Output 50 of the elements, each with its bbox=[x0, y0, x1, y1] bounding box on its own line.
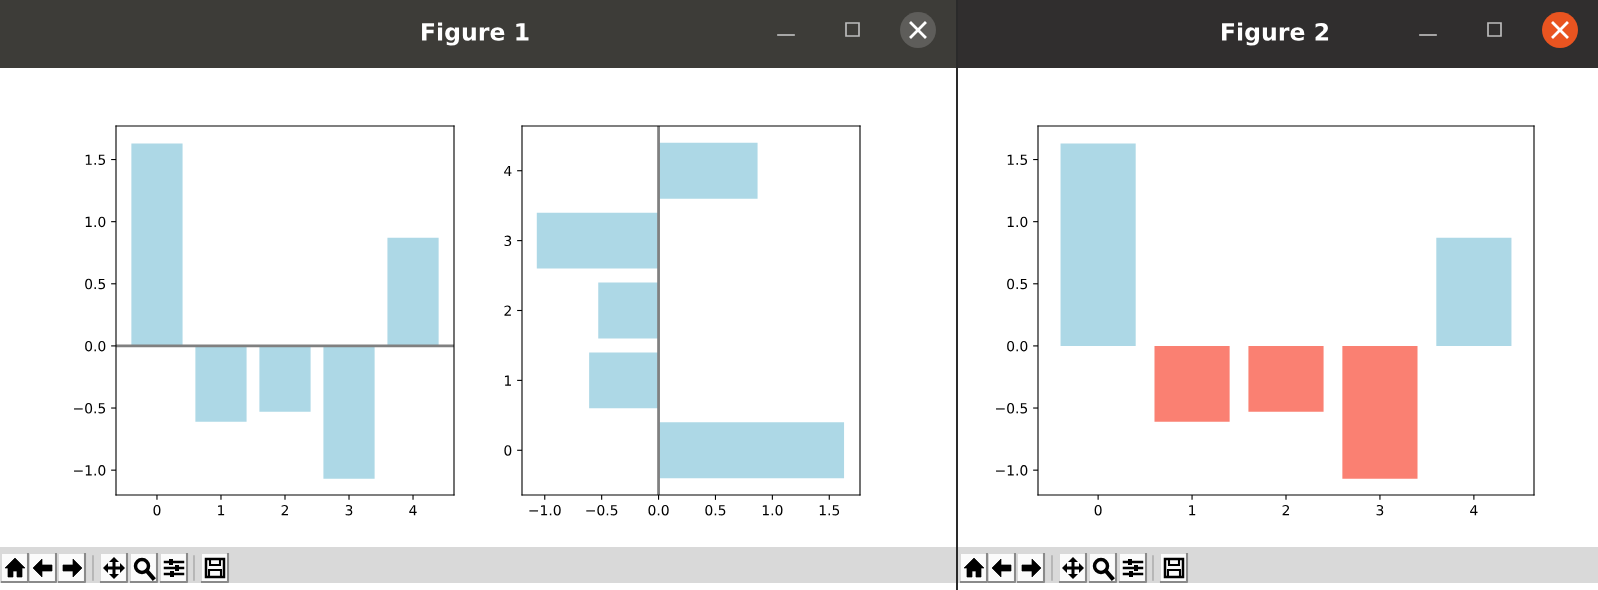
y-tick-label: 0 bbox=[504, 445, 512, 456]
x-tick-label: 3 bbox=[345, 504, 353, 516]
bar bbox=[598, 282, 659, 339]
x-tick-label: 2 bbox=[281, 504, 289, 516]
x-tick-label: 2 bbox=[1282, 504, 1290, 516]
y-tick-label: 0.0 bbox=[85, 340, 106, 352]
y-tick-label: 1.0 bbox=[1007, 216, 1028, 228]
y-tick-label: 0.5 bbox=[85, 278, 106, 290]
x-tick-label: 3 bbox=[1376, 504, 1384, 516]
y-tick-label: 0.0 bbox=[1007, 340, 1028, 352]
x-tick-label: 1.5 bbox=[819, 505, 840, 516]
bar bbox=[131, 143, 183, 346]
x-tick-label: 0 bbox=[153, 504, 161, 516]
x-tick-label: 0 bbox=[1094, 504, 1102, 516]
bar bbox=[1342, 345, 1418, 479]
x-tick-label: −0.5 bbox=[586, 504, 618, 516]
bar bbox=[589, 352, 659, 409]
y-tick-label: −1.0 bbox=[74, 465, 106, 476]
x-tick-label: −1.0 bbox=[529, 504, 561, 516]
y-tick-label: −0.5 bbox=[74, 403, 106, 414]
x-tick-label: 1 bbox=[218, 505, 225, 516]
y-tick-label: 1 bbox=[504, 375, 511, 386]
bar bbox=[1060, 143, 1136, 346]
y-tick-label: −0.5 bbox=[996, 403, 1028, 414]
y-tick-label: 1.5 bbox=[85, 154, 106, 166]
x-tick-label: 4 bbox=[1470, 505, 1478, 516]
x-tick-label: 4 bbox=[409, 505, 417, 516]
bar bbox=[1248, 345, 1324, 412]
bar bbox=[259, 345, 311, 412]
bar bbox=[1154, 345, 1230, 422]
x-tick-label: 1.0 bbox=[762, 504, 783, 516]
y-tick-label: 1.5 bbox=[1007, 154, 1028, 166]
x-tick-label: 1 bbox=[1189, 505, 1196, 516]
bar bbox=[195, 345, 247, 422]
x-tick-label: 0.5 bbox=[705, 504, 726, 516]
y-tick-label: 2 bbox=[504, 305, 511, 316]
bar bbox=[1436, 237, 1512, 346]
chart-title: Figure 2 bbox=[1222, 22, 1329, 46]
bar bbox=[323, 345, 375, 479]
bar bbox=[658, 142, 758, 199]
chart-title: Figure 1 bbox=[422, 22, 529, 46]
bar bbox=[658, 422, 845, 479]
bar bbox=[536, 212, 659, 269]
y-tick-label: 3 bbox=[504, 235, 512, 247]
bar bbox=[387, 237, 439, 346]
y-tick-label: −1.0 bbox=[996, 465, 1028, 476]
y-tick-label: 0.5 bbox=[1007, 278, 1028, 290]
y-tick-label: 1.0 bbox=[85, 216, 106, 228]
y-tick-label: 4 bbox=[504, 165, 512, 176]
x-tick-label: 0.0 bbox=[648, 504, 669, 516]
